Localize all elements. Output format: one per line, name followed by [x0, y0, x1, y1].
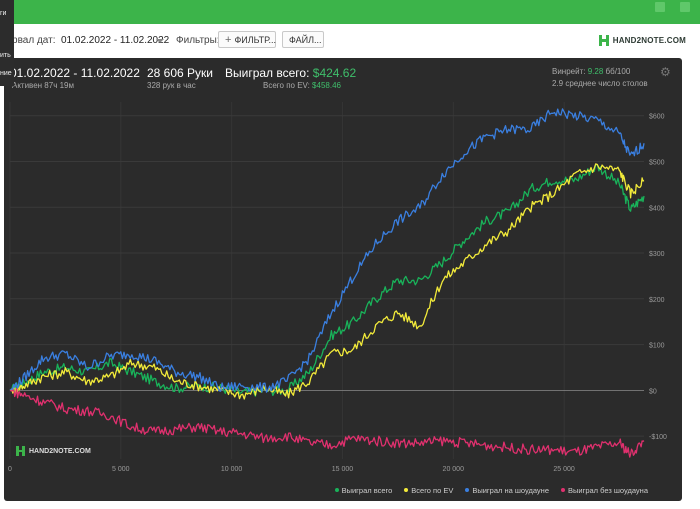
toolbar: тервал дат: 01.02.2022 - 11.02.2022 Филь… [0, 24, 700, 56]
legend-label: Выиграл всего [341, 485, 393, 495]
series-line-2 [9, 108, 645, 393]
y-tick-label: $300 [649, 251, 665, 258]
legend-dot-icon [465, 488, 470, 492]
y-tick-label: -$100 [649, 434, 667, 441]
winrate-label: Винрейт: [552, 67, 586, 76]
hands-count: 28 606 Руки [147, 66, 213, 80]
watermark-text: HAND2NOTE.COM [29, 447, 91, 455]
filter-button[interactable]: + ФИЛЬТР... [218, 31, 276, 48]
menu-item-2[interactable]: ить [0, 52, 11, 59]
x-tick-label: 20 000 [443, 466, 465, 473]
x-tick-label: 10 000 [221, 466, 243, 473]
menu-item-3[interactable]: ние [0, 70, 12, 77]
x-tick-label: 15 000 [332, 466, 354, 473]
y-tick-label: $600 [649, 114, 665, 121]
minimize-icon[interactable] [655, 2, 665, 12]
h2n-logo-icon [598, 35, 609, 46]
date-range-label: тервал дат: [2, 35, 56, 46]
legend-dot-icon [334, 488, 339, 492]
brand-text: HAND2NOTE.COM [612, 36, 686, 45]
y-tick-label: $0 [649, 388, 657, 395]
x-tick-label: 5 000 [112, 466, 130, 473]
avg-tables: 2.9 среднее число столов [552, 79, 648, 88]
context-menu-fragment[interactable]: ги ить ние [0, 0, 14, 86]
filters-label: Фильтры: [176, 35, 220, 46]
y-tick-label: $100 [649, 343, 665, 350]
legend-label: Всего по EV [411, 485, 454, 495]
legend-dot-icon [561, 488, 565, 492]
legend-item[interactable]: Всего по EV [404, 484, 453, 496]
total-won-label: Выиграл всего: [225, 66, 310, 80]
winrate: Винрейт: 9.28 бб/100 [552, 67, 630, 76]
series-line-3 [9, 387, 645, 458]
total-won: Выиграл всего: $424.62 [225, 66, 356, 80]
winrate-value: 9.28 [587, 67, 604, 76]
x-tick-label: 0 [8, 466, 12, 473]
legend-label: Выиграл без шоудауна [568, 485, 648, 495]
legend-dot-icon [404, 488, 409, 492]
hands-per-hour: 328 рук в час [147, 81, 196, 90]
date-range-select[interactable]: 01.02.2022 - 11.02.2022 [61, 35, 170, 46]
maximize-icon[interactable] [680, 2, 690, 12]
menu-item-1[interactable]: ги [0, 10, 7, 17]
profit-graph: -$100 $0 $100 $200 $300 $400 $500 $600 0 5 000 10 … [8, 102, 667, 473]
y-tick-label: $400 [649, 205, 665, 212]
winrate-unit: бб/100 [605, 67, 631, 76]
brand-logo: HAND2NOTE.COM [598, 35, 686, 46]
watermark: HAND2NOTE.COM [16, 446, 91, 456]
ev-total: Всего по EV: $458.46 [263, 81, 341, 90]
active-time: Активен 87ч 19м [12, 81, 74, 90]
legend-item[interactable]: Выиграл на шоудауне [465, 484, 549, 496]
file-button-label: ФАЙЛ... [289, 35, 322, 45]
ev-total-value: $458.46 [312, 81, 341, 90]
y-tick-label: $200 [649, 297, 665, 304]
file-button[interactable]: ФАЙЛ... [282, 31, 324, 48]
legend-item[interactable]: Выиграл без шоудауна [561, 484, 648, 496]
legend-item[interactable]: Выиграл всего [334, 484, 393, 496]
ev-total-label: Всего по EV: [263, 81, 310, 90]
series-line-1 [9, 163, 645, 400]
chevron-down-icon[interactable] [156, 39, 164, 43]
series-line-0 [9, 163, 645, 397]
total-won-value: $424.62 [312, 66, 357, 80]
plus-icon: + [225, 34, 232, 46]
x-tick-label: 25 000 [553, 466, 575, 473]
h2n-watermark-icon [16, 446, 25, 456]
y-tick-label: $500 [649, 160, 665, 167]
gear-icon[interactable]: ⚙ [660, 65, 671, 79]
graph-panel: 01.02.2022 - 11.02.2022 Активен 87ч 19м … [4, 58, 682, 501]
title-bar [0, 0, 700, 24]
chart-legend: Выиграл всего Всего по EV Выиграл на шоуда… [334, 484, 648, 496]
legend-label: Выиграл на шоудауне [472, 485, 549, 495]
filter-button-label: ФИЛЬТР... [234, 35, 276, 45]
session-date-range: 01.02.2022 - 11.02.2022 [10, 66, 140, 80]
